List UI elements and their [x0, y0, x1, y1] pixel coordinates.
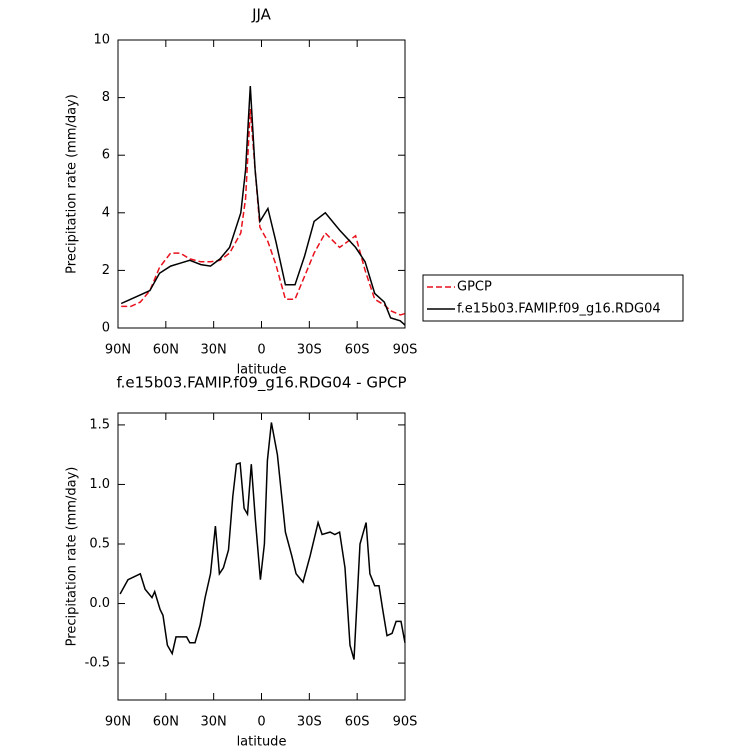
plot-frame	[117, 39, 406, 329]
x-axis-label: latitude	[237, 363, 287, 378]
plot-frame	[117, 412, 406, 701]
y-tick-label: 2	[102, 263, 110, 278]
data-line	[121, 109, 406, 316]
y-tick-label: 0	[102, 321, 110, 336]
x-tick-label: 30N	[201, 343, 227, 358]
x-tick-label: 60N	[153, 715, 179, 730]
x-tick-label: 30N	[201, 715, 227, 730]
legend-label: GPCP	[457, 280, 492, 295]
data-line	[119, 422, 406, 660]
x-tick-label: 60S	[345, 715, 370, 730]
chart-title: JJA	[251, 6, 272, 24]
y-axis-label: Precipitation rate (mm/day)	[65, 94, 80, 274]
y-tick-label: 0.5	[89, 536, 110, 551]
y-axis-label: Precipitation rate (mm/day)	[65, 467, 80, 647]
x-tick-label: 90S	[393, 715, 418, 730]
x-tick-label: 30S	[297, 343, 322, 358]
x-axis-label: latitude	[237, 735, 287, 750]
legend-box	[422, 274, 684, 322]
y-tick-label: 1.5	[89, 417, 110, 432]
y-tick-label: 1.0	[89, 477, 110, 492]
x-tick-label: 0	[257, 343, 265, 358]
y-tick-label: 10	[93, 33, 110, 48]
y-tick-label: 4	[102, 205, 110, 220]
x-tick-label: 90N	[105, 343, 131, 358]
x-tick-label: 90S	[393, 343, 418, 358]
x-tick-label: 90N	[105, 715, 131, 730]
data-line	[120, 86, 406, 326]
y-tick-label: 6	[102, 148, 110, 163]
x-tick-label: 60S	[345, 343, 370, 358]
y-tick-label: 8	[102, 90, 110, 105]
chart-title: f.e15b03.FAMIP.f09_g16.RDG04 - GPCP	[116, 374, 406, 393]
y-tick-label: 0.0	[89, 596, 110, 611]
x-tick-label: 60N	[153, 343, 179, 358]
legend-label: f.e15b03.FAMIP.f09_g16.RDG04	[457, 302, 661, 317]
y-tick-label: -0.5	[85, 656, 110, 671]
x-tick-label: 30S	[297, 715, 322, 730]
x-tick-label: 0	[257, 715, 265, 730]
